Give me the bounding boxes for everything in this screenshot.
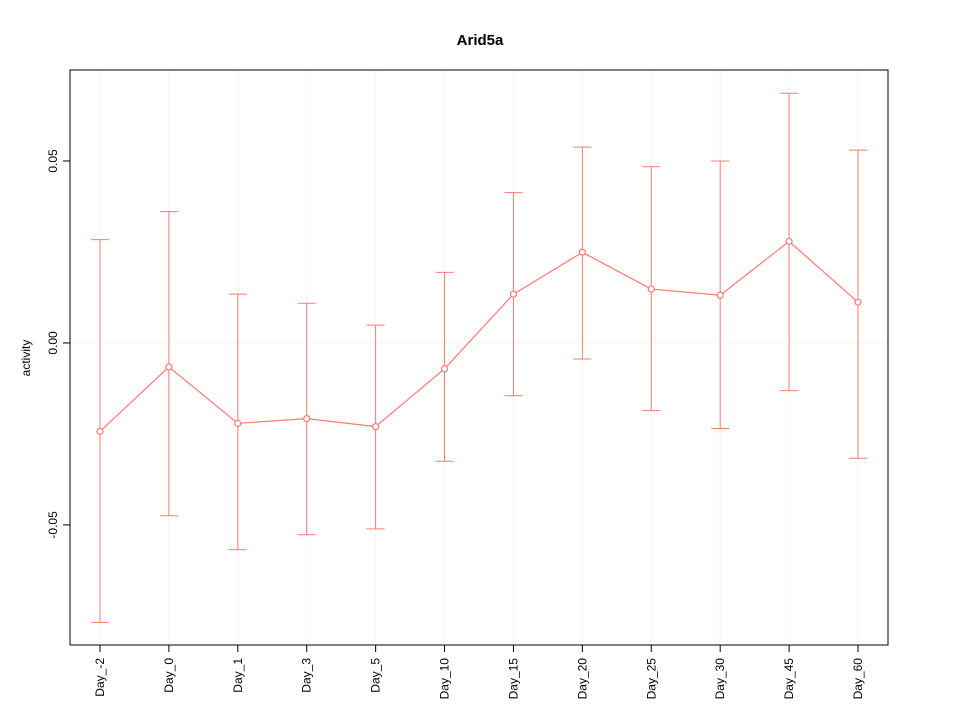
plot-border [69,69,889,646]
x-tick-label: Day_-2 [93,658,107,697]
data-point [578,248,586,256]
data-point [509,290,518,298]
x-tick-label: Day_45 [782,658,796,700]
x-tick-label: Day_25 [644,658,658,700]
y-tick-label: 0.00 [46,331,60,355]
x-tick-label: Day_1 [231,658,245,693]
x-tick-label: Day_20 [575,658,589,700]
y-tick-label: -0.05 [46,511,60,539]
x-tick-label: Day_60 [851,658,865,700]
y-tick-label: 0.05 [46,149,60,173]
data-point [647,285,655,293]
chart-title: Arid5a [456,32,504,49]
x-tick-label: Day_15 [506,658,520,700]
x-tick-label: Day_0 [162,658,176,693]
data-point [716,291,724,299]
series-line [99,240,859,432]
data-point [303,415,311,423]
data-point [854,298,862,306]
data-point [440,365,449,373]
x-tick-label: Day_3 [300,658,314,693]
x-tick-label: Day_10 [438,658,452,700]
x-tick-label: Day_5 [369,658,383,693]
data-point [234,419,242,427]
data-point [785,237,793,246]
data-point [372,423,380,431]
x-tick-label: Day_30 [713,658,727,700]
data-point [96,427,104,435]
data-point [165,363,173,371]
